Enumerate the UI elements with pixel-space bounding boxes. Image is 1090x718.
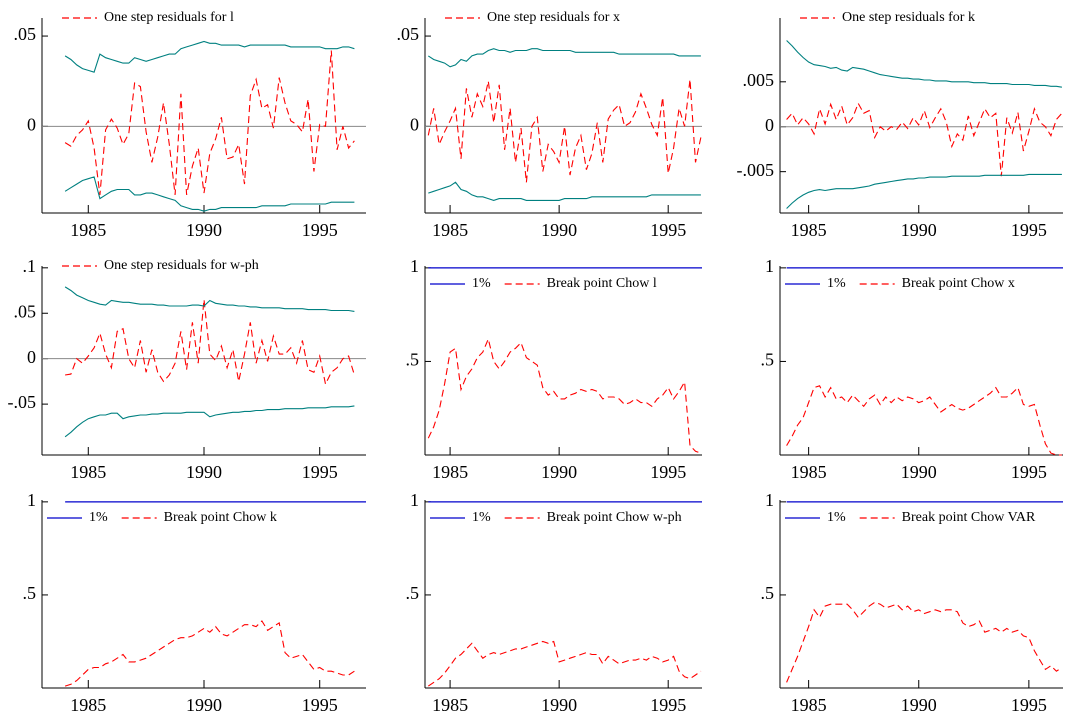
legend-label: 1%: [472, 510, 491, 525]
data-line: [64, 620, 355, 687]
y-tick-label: 1: [765, 256, 774, 276]
y-tick-label: 0: [27, 114, 36, 134]
y-tick-label: 1: [765, 490, 774, 510]
band-line: [427, 48, 701, 68]
y-tick-label: .5: [761, 350, 775, 370]
x-tick-label: 1990: [186, 462, 222, 482]
x-tick-label: 1985: [70, 695, 106, 715]
y-tick-label: .05: [14, 301, 37, 321]
x-tick-label: 1985: [70, 462, 106, 482]
y-tick-label: 1: [410, 490, 419, 510]
band-line: [786, 173, 1062, 209]
legend-label: Break point Chow k: [164, 510, 277, 525]
y-tick-label: .5: [406, 583, 420, 603]
y-tick-label: -.005: [737, 160, 775, 180]
legend-label: 1%: [472, 276, 491, 291]
legend-label: One step residuals for l: [104, 10, 234, 25]
legend-label: Break point Chow w-ph: [547, 510, 682, 525]
legend-label: 1%: [827, 276, 846, 291]
x-tick-label: 1990: [541, 695, 577, 715]
data-line: [786, 102, 1063, 177]
x-tick-label: 1985: [791, 220, 827, 240]
x-tick-label: 1995: [1011, 695, 1047, 715]
x-tick-label: 1995: [650, 695, 686, 715]
y-tick-label: .005: [743, 70, 775, 90]
band-line: [64, 40, 355, 73]
band-line: [64, 405, 355, 438]
x-tick-label: 1990: [186, 220, 222, 240]
panel: 1 .5 1985 1990 1995 1% Break point Chow VAR: [761, 490, 1063, 715]
band-line: [428, 181, 701, 201]
legend-label: Break point Chow VAR: [902, 510, 1036, 525]
legend-label: One step residuals for k: [842, 10, 975, 25]
y-tick-label: .5: [23, 583, 37, 603]
x-tick-label: 1985: [432, 462, 468, 482]
data-line: [427, 640, 702, 687]
y-tick-label: .05: [397, 24, 420, 44]
data-line: [64, 50, 355, 196]
panel: 1 .5 1985 1990 1995 1% Break point Chow k: [23, 490, 366, 715]
x-tick-label: 1985: [791, 462, 827, 482]
y-tick-label: .5: [761, 583, 775, 603]
x-tick-label: 1995: [302, 462, 338, 482]
y-tick-label: 0: [27, 347, 36, 367]
panel: .05 0 1985 1990 1995 One step residuals for l: [14, 10, 366, 240]
panel: 1 .5 1985 1990 1995 1% Break point Chow w-ph: [406, 490, 702, 715]
x-tick-label: 1985: [791, 695, 827, 715]
legend-label: One step residuals for w-ph: [104, 258, 259, 273]
data-line: [427, 337, 702, 454]
x-tick-label: 1995: [650, 220, 686, 240]
band-line: [64, 176, 355, 212]
x-tick-label: 1990: [186, 695, 222, 715]
legend-label: Break point Chow x: [902, 276, 1015, 291]
y-tick-label: 0: [410, 114, 419, 134]
y-tick-label: 1: [27, 490, 36, 510]
x-tick-label: 1985: [70, 220, 106, 240]
y-tick-label: -.05: [8, 392, 37, 412]
y-tick-label: .05: [14, 24, 37, 44]
x-tick-label: 1995: [1011, 220, 1047, 240]
legend-label: 1%: [827, 510, 846, 525]
band-line: [786, 40, 1062, 88]
x-tick-label: 1990: [901, 695, 937, 715]
x-tick-label: 1985: [432, 695, 468, 715]
data-line: [65, 299, 355, 386]
x-tick-label: 1985: [432, 220, 468, 240]
band-line: [64, 286, 355, 312]
x-tick-label: 1990: [901, 462, 937, 482]
y-tick-label: 0: [765, 115, 774, 135]
legend-label: Break point Chow l: [547, 276, 657, 291]
x-tick-label: 1990: [541, 220, 577, 240]
panel: .1 .05 0 -.05 1985 1990 1995 One step residuals…: [8, 256, 366, 482]
panel: .005 0 -.005 1985 1990 1995 One step residuals…: [737, 10, 1063, 240]
x-tick-label: 1995: [302, 695, 338, 715]
y-tick-label: 1: [410, 256, 419, 276]
panel: 1 .5 1985 1990 1995 1% Break point Chow l: [406, 256, 702, 482]
legend-label: 1%: [89, 510, 108, 525]
panel: .05 0 1985 1990 1995 One step residuals for x: [397, 10, 702, 240]
x-tick-label: 1990: [901, 220, 937, 240]
data-line: [786, 601, 1063, 683]
y-tick-label: .1: [23, 256, 37, 276]
data-line: [427, 79, 702, 183]
x-tick-label: 1990: [541, 462, 577, 482]
y-tick-label: .5: [406, 350, 420, 370]
data-line: [786, 385, 1062, 456]
panel: 1 .5 1985 1990 1995 1% Break point Chow x: [761, 256, 1063, 482]
x-tick-label: 1995: [302, 220, 338, 240]
x-tick-label: 1995: [650, 462, 686, 482]
legend-label: One step residuals for x: [487, 10, 620, 25]
x-tick-label: 1995: [1011, 462, 1047, 482]
